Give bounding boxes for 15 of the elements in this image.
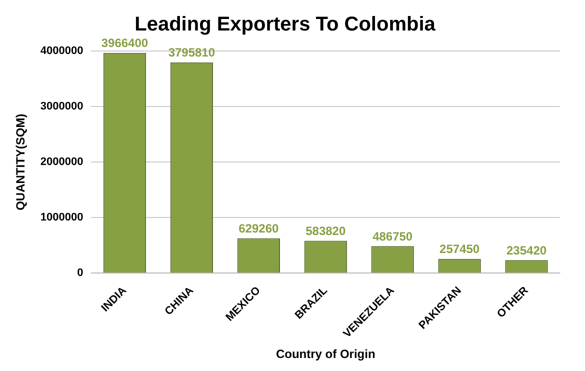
y-axis-title: QUANTITY(SQM) bbox=[14, 114, 28, 210]
y-tick-label: 1000000 bbox=[40, 212, 84, 224]
y-tick-label: 3000000 bbox=[40, 100, 84, 113]
data-label: 3966400 bbox=[101, 36, 148, 50]
x-axis-title: Country of Origin bbox=[276, 347, 376, 362]
data-label: 235420 bbox=[506, 243, 547, 258]
y-tick-label: 2000000 bbox=[40, 156, 84, 168]
y-tick-label: 0 bbox=[77, 267, 84, 280]
data-label: 257450 bbox=[440, 242, 480, 256]
data-label: 629260 bbox=[238, 222, 279, 236]
y-tick-label: 4000000 bbox=[40, 45, 84, 58]
chart-title: Leading Exporters To Colombia bbox=[134, 14, 436, 36]
data-label: 486750 bbox=[372, 229, 413, 244]
data-label: 3795810 bbox=[168, 46, 216, 60]
data-label: 583820 bbox=[306, 224, 346, 238]
